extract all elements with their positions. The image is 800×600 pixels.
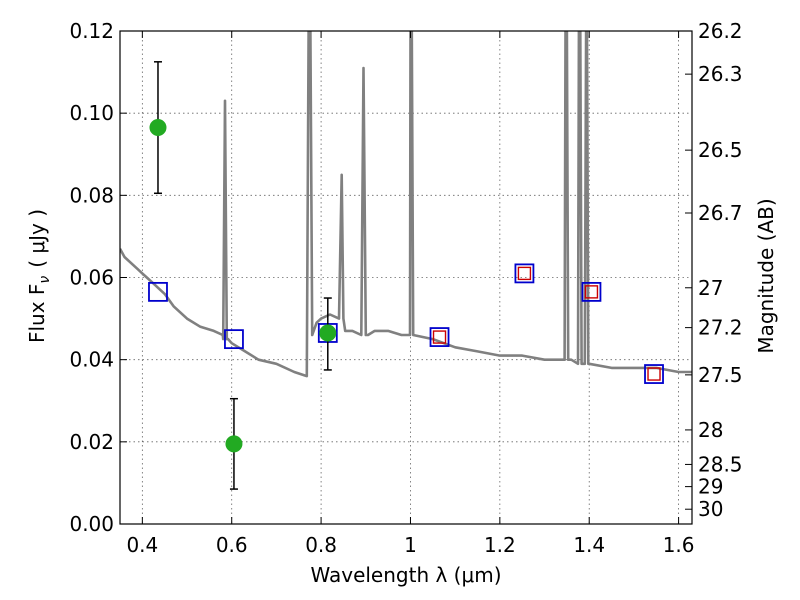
observed-flux-square <box>584 285 599 299</box>
photometry-point <box>149 119 167 137</box>
y2-tick-label: 26.5 <box>698 138 743 162</box>
model-line-layer <box>120 31 692 378</box>
model-flux-square <box>644 364 664 384</box>
x-axis-label: Wavelength λ (μm) <box>310 563 501 587</box>
y-tick-label: 0.02 <box>69 430 114 454</box>
x-tick-label: 0.6 <box>216 533 248 557</box>
y2-tick-label: 27 <box>698 276 723 300</box>
y-tick-label: 0.00 <box>69 512 114 536</box>
model-flux-square <box>514 263 535 284</box>
y2-tick-label: 30 <box>698 497 723 521</box>
y-tick-label: 0.04 <box>69 348 114 372</box>
y-tick-label: 0.06 <box>69 266 114 290</box>
y-axis-label: Flux Fν ( μJy ) <box>25 209 53 343</box>
y2-tick-label: 26.2 <box>698 19 743 43</box>
y2-tick-label: 26.3 <box>698 62 743 86</box>
y-tick-label: 0.10 <box>69 101 114 125</box>
x-tick-label: 0.4 <box>126 533 158 557</box>
photometry-point <box>319 324 337 342</box>
y2-tick-label: 26.7 <box>698 201 743 225</box>
y-tick-label: 0.08 <box>69 183 114 207</box>
y2-axis-label: Magnitude (AB) <box>754 198 778 353</box>
model-flux-square <box>581 281 602 302</box>
y2-tick-label: 28.5 <box>698 452 743 476</box>
y2-tick-label: 28 <box>698 418 723 442</box>
y-axis-label-unit: ( μJy ) <box>25 209 49 268</box>
model-flux-square <box>429 327 450 347</box>
model-flux-square <box>224 329 244 350</box>
tick-layer: 0.4 0.6 0.8 1 1.2 1.4 1.6 0.00 0.02 0.04 0.06 0.08 0… <box>69 19 742 557</box>
observed-flux-square <box>432 330 447 344</box>
y2-tick-label: 29 <box>698 475 723 499</box>
y2-tick-label: 27.5 <box>698 363 743 387</box>
model-flux-square <box>148 281 168 302</box>
sed-model-line <box>120 31 692 378</box>
y-tick-label: 0.12 <box>69 19 114 43</box>
observed-flux-square <box>517 266 532 281</box>
x-tick-label: 0.8 <box>305 533 337 557</box>
square-marker-layer <box>148 263 664 384</box>
y-axis-label-main: Flux F <box>25 284 49 343</box>
y2-tick-label: 27.2 <box>698 316 743 340</box>
x-tick-label: 1.6 <box>663 533 695 557</box>
photometry-point <box>225 435 243 453</box>
x-tick-label: 1 <box>404 533 417 557</box>
x-tick-label: 1.4 <box>573 533 605 557</box>
photometry-layer <box>149 61 337 490</box>
y-axis-label-subscript: ν <box>37 276 53 284</box>
x-tick-label: 1.2 <box>484 533 516 557</box>
observed-flux-square <box>647 367 661 381</box>
grid-layer <box>120 30 692 525</box>
